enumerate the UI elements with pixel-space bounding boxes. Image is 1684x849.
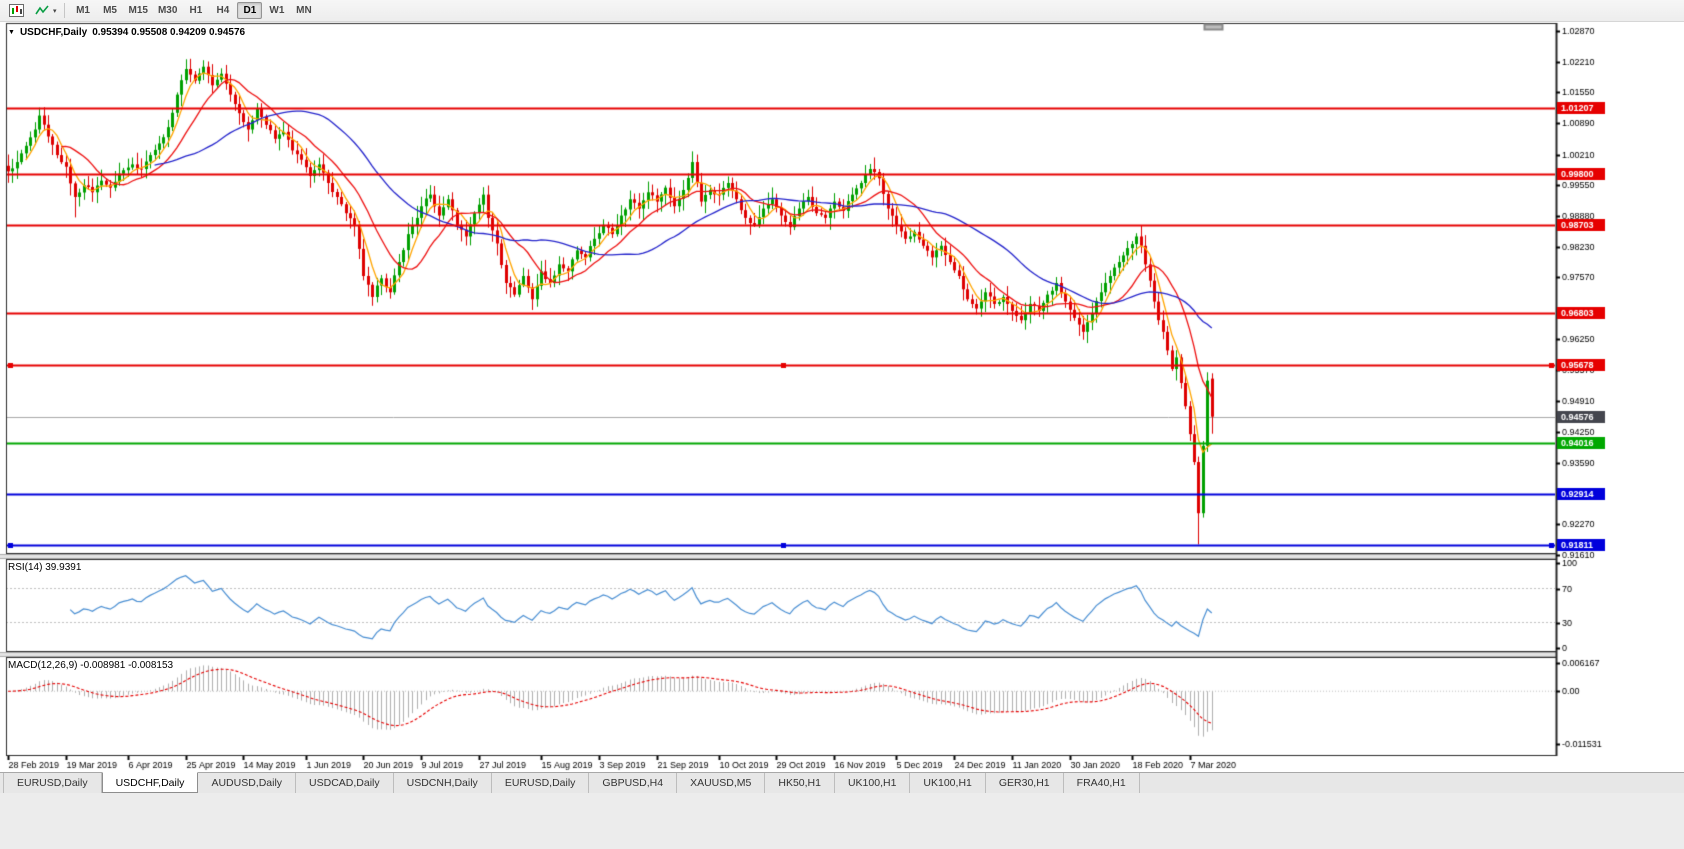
chart-tab-UK100-H1[interactable]: UK100,H1: [835, 773, 911, 793]
chart-tabs: EURUSD,Daily USDCHF,Daily AUDUSD,Daily USDC…: [0, 772, 1684, 793]
chart-tab-USDCHF-Daily[interactable]: USDCHF,Daily: [101, 772, 199, 793]
chart-canvas[interactable]: [0, 22, 1684, 772]
chart-tab-EURUSD-Daily[interactable]: EURUSD,Daily: [492, 773, 590, 793]
timeframe-button-M5[interactable]: M5: [103, 5, 117, 16]
toolbar: ▾ M1 M5 M15 M30 H1 H4 D1 W1 MN: [0, 0, 1684, 22]
chart-tab-UK100-H1[interactable]: UK100,H1: [910, 773, 986, 793]
chart-window-icon[interactable]: [4, 1, 28, 21]
chart-tab-HK50-H1[interactable]: HK50,H1: [765, 773, 835, 793]
timeframe-button-M15[interactable]: M15: [128, 5, 148, 16]
chart-tab-EURUSD-Daily[interactable]: EURUSD,Daily: [3, 773, 102, 793]
chart-tab-GER30-H1[interactable]: GER30,H1: [986, 773, 1064, 793]
chart-tab-USDCNH-Daily[interactable]: USDCNH,Daily: [394, 773, 492, 793]
indicators-icon[interactable]: [30, 1, 54, 21]
indicators-icon-glyph: [34, 5, 49, 15]
timeframe-button-D1[interactable]: D1: [237, 2, 263, 19]
bottom-filler: [0, 793, 1684, 849]
dropdown-caret-icon[interactable]: ▾: [53, 7, 57, 15]
chart-tab-USDCAD-Daily[interactable]: USDCAD,Daily: [296, 773, 394, 793]
timeframe-button-M1[interactable]: M1: [76, 5, 90, 16]
chart-window-icon-glyph: [8, 4, 24, 17]
timeframe-button-H1[interactable]: H1: [189, 5, 203, 16]
chart-tab-FRA40-H1[interactable]: FRA40,H1: [1064, 773, 1140, 793]
chart-tab-AUDUSD-Daily[interactable]: AUDUSD,Daily: [198, 773, 297, 793]
chart-window: ▼ USDCHF,Daily 0.95394 0.95508 0.94209 0…: [0, 22, 1684, 772]
timeframe-button-H4[interactable]: H4: [216, 5, 230, 16]
timeframe-button-W1[interactable]: W1: [269, 5, 285, 16]
chart-tab-GBPUSD-H4[interactable]: GBPUSD,H4: [589, 773, 678, 793]
timeframe-buttons: M1 M5 M15 M30 H1 H4 D1 W1 MN: [70, 2, 318, 19]
chart-tab-XAUUSD-M5[interactable]: XAUUSD,M5: [677, 773, 766, 793]
toolbar-separator: [63, 3, 65, 18]
timeframe-button-MN[interactable]: MN: [296, 5, 312, 16]
timeframe-button-M30[interactable]: M30: [157, 5, 178, 16]
